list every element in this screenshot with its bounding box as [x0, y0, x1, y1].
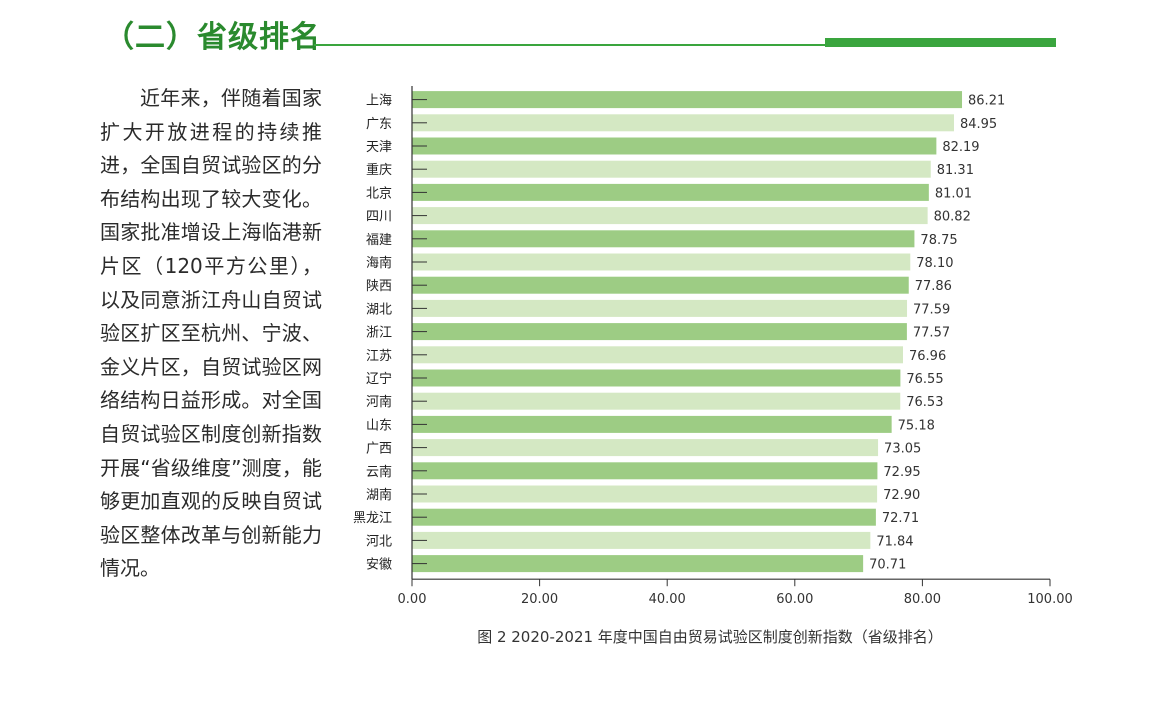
category-label: 河北: [366, 534, 392, 549]
body-paragraph: 近年来，伴随着国家扩大开放进程的持续推进，全国自贸试验区的分布结构出现了较大变化…: [100, 86, 322, 581]
value-label: 82.19: [942, 140, 979, 155]
category-label: 江苏: [366, 348, 392, 364]
bar: [412, 230, 915, 248]
bar: [412, 160, 931, 178]
bar: [412, 323, 907, 341]
value-label: 78.10: [916, 256, 953, 271]
value-label: 86.21: [968, 94, 1005, 109]
category-label: 广东: [366, 117, 392, 132]
bar: [412, 346, 904, 364]
category-label: 陕西: [366, 279, 392, 294]
value-label: 72.71: [882, 511, 919, 526]
value-label: 81.31: [937, 163, 974, 178]
bar: [412, 531, 871, 549]
value-label: 75.18: [898, 418, 935, 433]
chart-caption: 图 2 2020-2021 年度中国自由贸易试验区制度创新指数（省级排名）: [477, 628, 943, 646]
value-label: 73.05: [884, 442, 921, 457]
category-label: 北京: [366, 186, 392, 201]
category-label: 安徽: [366, 558, 392, 573]
x-tick-label: 0.00: [398, 592, 427, 607]
bar: [412, 276, 909, 294]
value-label: 71.84: [876, 534, 913, 549]
value-label: 70.71: [869, 558, 906, 573]
value-label: 76.53: [906, 395, 943, 410]
bar: [412, 91, 963, 109]
heading-rule-accent: [825, 38, 1056, 47]
bar: [412, 439, 879, 457]
x-tick-label: 100.00: [1027, 592, 1073, 607]
category-label: 黑龙江: [353, 511, 392, 526]
bar: [412, 555, 864, 573]
bar: [412, 299, 908, 317]
bar: [412, 183, 929, 201]
value-label: 78.75: [920, 233, 957, 248]
category-label: 湖北: [366, 302, 392, 317]
category-label: 重庆: [366, 162, 392, 178]
value-label: 76.96: [909, 349, 946, 364]
value-label: 84.95: [960, 117, 997, 132]
x-tick-label: 40.00: [649, 592, 686, 607]
bar-chart: 上海 86.21 广东 84.95 天津 82.19 重庆 81.31 北京 81.01 四川 80.…: [353, 86, 1073, 607]
bar: [412, 114, 954, 132]
category-label: 上海: [366, 94, 392, 109]
bar: [412, 253, 911, 271]
category-label: 四川: [366, 210, 392, 225]
value-label: 77.57: [913, 326, 950, 341]
value-label: 77.86: [915, 279, 952, 294]
bar: [412, 207, 928, 225]
bar: [412, 137, 937, 155]
x-tick-label: 20.00: [521, 592, 558, 607]
value-label: 77.59: [913, 302, 950, 317]
value-label: 80.82: [934, 210, 971, 225]
value-label: 72.90: [883, 488, 920, 503]
x-tick-label: 80.00: [904, 592, 941, 607]
bar: [412, 369, 901, 387]
value-label: 81.01: [935, 186, 972, 201]
category-label: 辽宁: [366, 371, 392, 387]
category-label: 河南: [366, 394, 392, 410]
category-label: 浙江: [366, 326, 392, 341]
section-heading: （二）省级排名: [104, 20, 321, 55]
category-label: 海南: [366, 255, 392, 271]
bar: [412, 392, 901, 410]
bar: [412, 462, 878, 480]
category-label: 湖南: [366, 487, 392, 503]
bar: [412, 485, 878, 503]
category-label: 天津: [366, 140, 392, 155]
category-label: 广西: [366, 442, 392, 457]
category-label: 云南: [366, 464, 392, 480]
category-label: 山东: [366, 418, 392, 433]
value-label: 76.55: [906, 372, 943, 387]
heading-rule: [314, 44, 1056, 46]
value-label: 72.95: [883, 465, 920, 480]
x-tick-label: 60.00: [776, 592, 813, 607]
bar: [412, 415, 892, 433]
bar: [412, 508, 876, 526]
category-label: 福建: [366, 233, 392, 248]
